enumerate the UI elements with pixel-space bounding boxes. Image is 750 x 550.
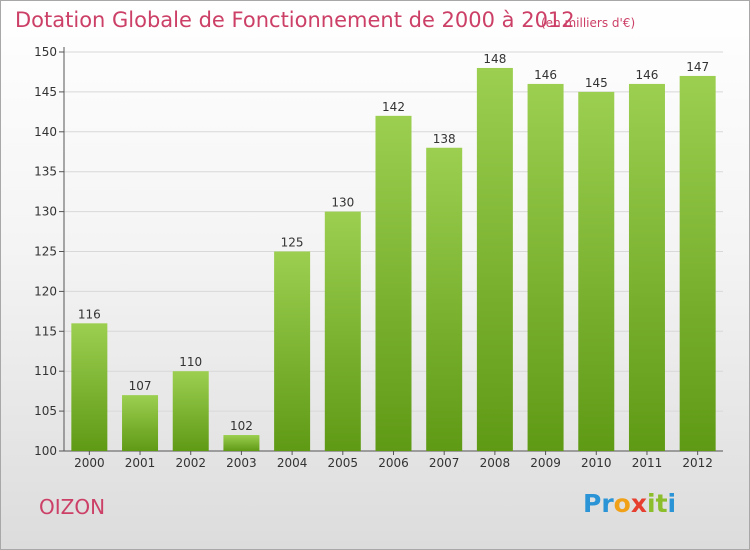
- bar: [426, 147, 463, 451]
- data-label: 107: [129, 379, 152, 393]
- bar: [527, 83, 564, 452]
- data-label: 138: [433, 132, 456, 146]
- bar: [274, 251, 311, 451]
- proxiti-logo[interactable]: Proxiti: [583, 489, 676, 518]
- y-tick-label: 120: [34, 284, 57, 298]
- logo-letter: o: [613, 489, 631, 518]
- labels: 100 105 110 115 120 125 130 135 140 145 150 116 2000…: [34, 45, 713, 470]
- y-tick-label: 145: [34, 85, 57, 99]
- y-tick-label: 115: [34, 324, 57, 338]
- data-label: 110: [179, 355, 202, 369]
- chart-title: Dotation Globale de Fonctionnement de 20…: [15, 8, 575, 32]
- bar: [324, 211, 361, 451]
- data-label: 142: [382, 100, 405, 114]
- commune-name: OIZON: [39, 495, 106, 519]
- bar: [223, 435, 260, 451]
- y-tick-label: 100: [34, 444, 57, 458]
- x-tick-label: 2004: [277, 456, 308, 470]
- y-tick-label: 135: [34, 165, 57, 179]
- y-tick-label: 130: [34, 205, 57, 219]
- bar: [172, 371, 209, 451]
- y-tick-label: 105: [34, 404, 57, 418]
- bar: [628, 83, 665, 452]
- x-tick-label: 2006: [378, 456, 409, 470]
- data-label: 116: [78, 307, 101, 321]
- x-tick-label: 2011: [632, 456, 663, 470]
- x-tick-label: 2002: [175, 456, 206, 470]
- x-tick-label: 2001: [125, 456, 156, 470]
- data-label: 130: [331, 196, 354, 210]
- x-tick-label: 2005: [328, 456, 359, 470]
- x-tick-label: 2003: [226, 456, 257, 470]
- x-tick-label: 2007: [429, 456, 460, 470]
- data-label: 146: [534, 68, 557, 82]
- logo-letter: i: [647, 489, 656, 518]
- bars: [71, 67, 716, 452]
- chart-subtitle: (en milliers d'€): [541, 16, 636, 30]
- bar: [476, 67, 513, 452]
- logo-letter: i: [667, 489, 677, 518]
- y-tick-label: 150: [34, 45, 57, 59]
- bar: [679, 75, 716, 451]
- data-label: 145: [585, 76, 608, 90]
- logo-letter: P: [583, 489, 602, 518]
- y-tick-label: 125: [34, 245, 57, 259]
- logo-letter: t: [655, 489, 668, 518]
- bar: [578, 91, 615, 452]
- logo-letter: x: [630, 489, 647, 518]
- data-label: 147: [686, 60, 709, 74]
- x-tick-label: 2012: [682, 456, 713, 470]
- data-label: 102: [230, 419, 253, 433]
- bar: [71, 323, 108, 451]
- x-tick-label: 2010: [581, 456, 612, 470]
- y-tick-label: 140: [34, 125, 57, 139]
- data-label: 146: [636, 68, 659, 82]
- bar: [375, 115, 412, 451]
- x-tick-label: 2000: [74, 456, 105, 470]
- data-label: 125: [281, 236, 304, 250]
- x-tick-label: 2008: [480, 456, 511, 470]
- bar: [122, 395, 159, 451]
- data-label: 148: [483, 52, 506, 66]
- x-tick-label: 2009: [530, 456, 561, 470]
- y-tick-label: 110: [34, 364, 57, 378]
- logo-letter: r: [601, 489, 614, 518]
